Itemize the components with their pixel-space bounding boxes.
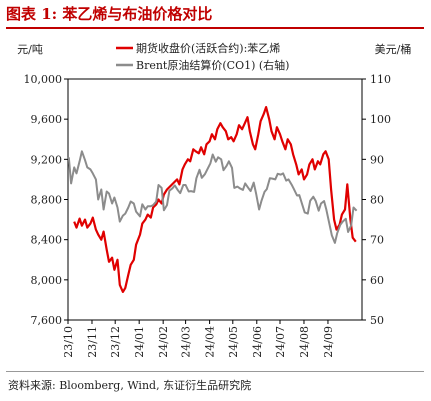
x-tick-label-3: 24/01 <box>133 326 146 358</box>
x-tick-label-4: 24/02 <box>157 326 170 358</box>
series-line-styrene <box>73 105 357 293</box>
plot-frame <box>67 78 363 321</box>
x-tick-label-1: 23/11 <box>86 326 99 358</box>
x-tick-label-8: 24/06 <box>251 326 264 358</box>
left-tick-label-1: 9,600 <box>31 113 63 126</box>
right-axis: 110 100 90 80 70 60 50 <box>362 73 391 327</box>
series-line-brent <box>67 150 358 244</box>
right-tick-label-5: 60 <box>370 274 384 287</box>
x-tick-label-6: 24/04 <box>204 326 217 358</box>
left-tick-label-0: 10,000 <box>24 73 63 86</box>
right-tick-label-4: 70 <box>370 234 384 247</box>
source-rule <box>6 371 424 372</box>
source-note: 资料来源: Bloomberg, Wind, 东证衍生品研究院 <box>8 379 252 392</box>
left-tick-label-3: 8,800 <box>31 194 63 207</box>
x-tick-label-9: 24/07 <box>274 326 287 358</box>
left-axis-unit-label: 元/吨 <box>17 43 43 56</box>
right-tick-label-0: 110 <box>370 73 391 86</box>
left-tick-label-6: 7,600 <box>31 314 63 327</box>
left-tick-label-2: 9,200 <box>31 153 63 166</box>
left-tick-label-5: 8,000 <box>31 274 63 287</box>
right-tick-label-2: 90 <box>370 153 384 166</box>
x-tick-label-2: 23/12 <box>109 326 122 358</box>
line-chart: 元/吨 美元/桶 期货收盘价(活跃合约):苯乙烯 Brent原油结算价(CO1)… <box>17 41 412 358</box>
x-axis: 23/10 23/11 23/12 24/01 24/02 24/03 24/04 24/05… <box>62 320 335 358</box>
right-tick-label-3: 80 <box>370 194 384 207</box>
right-axis-unit-label: 美元/桶 <box>375 42 412 56</box>
x-tick-label-7: 24/05 <box>227 326 240 358</box>
right-tick-label-1: 100 <box>370 113 391 126</box>
series-lines <box>67 105 358 293</box>
left-axis: 10,000 9,600 9,200 8,800 8,400 8,000 7,600 <box>24 73 68 327</box>
x-tick-label-10: 24/08 <box>298 326 311 358</box>
x-tick-label-11: 24/09 <box>322 326 335 358</box>
x-tick-label-5: 24/03 <box>180 326 193 358</box>
legend-label-brent: Brent原油结算价(CO1) (右轴) <box>136 58 289 72</box>
legend-label-styrene: 期货收盘价(活跃合约):苯乙烯 <box>136 41 280 55</box>
right-tick-label-6: 50 <box>370 314 384 327</box>
figure-title: 图表 1: 苯乙烯与布油价格对比 <box>6 5 213 23</box>
title-rule <box>6 27 424 29</box>
left-tick-label-4: 8,400 <box>31 234 63 247</box>
x-tick-label-0: 23/10 <box>62 326 75 358</box>
